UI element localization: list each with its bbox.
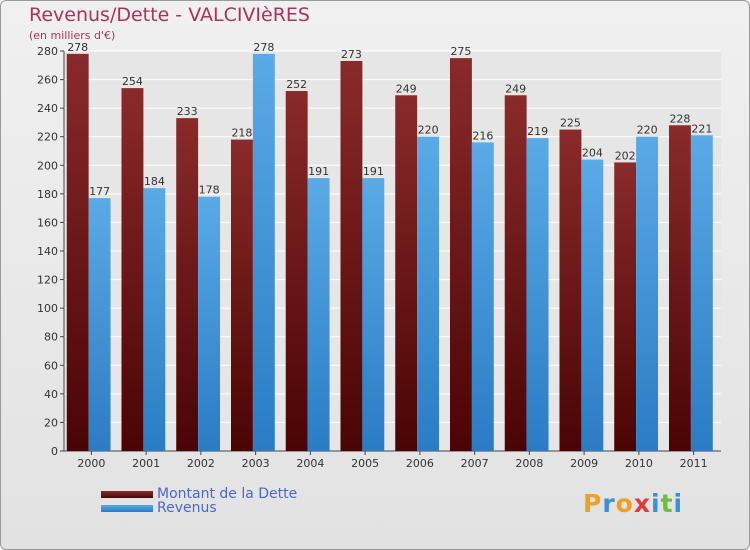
data-label-dette: 254 xyxy=(122,75,143,88)
y-tick-label: 240 xyxy=(37,102,58,115)
data-label-dette: 233 xyxy=(177,105,198,118)
bar-revenus xyxy=(690,135,713,452)
data-label-dette: 249 xyxy=(396,82,417,95)
data-label-dette: 252 xyxy=(286,78,307,91)
bar-dette xyxy=(176,118,199,452)
x-tick-label: 2004 xyxy=(296,457,324,470)
data-label-revenus: 191 xyxy=(363,165,384,178)
logo-letter: i xyxy=(651,489,661,518)
bar-dette xyxy=(230,139,253,452)
data-label-dette: 273 xyxy=(341,48,362,61)
bar-dette xyxy=(285,91,308,451)
data-label-dette: 249 xyxy=(505,82,526,95)
data-label-revenus: 204 xyxy=(582,147,603,160)
y-tick-label: 260 xyxy=(37,74,58,87)
data-label-dette: 218 xyxy=(231,127,252,140)
legend: Montant de la Dette Revenus xyxy=(101,486,298,516)
logo-letter: t xyxy=(660,489,674,518)
bar-revenus xyxy=(198,196,221,451)
data-label-dette: 225 xyxy=(560,117,581,130)
bar-dette xyxy=(614,162,637,451)
y-tick-label: 220 xyxy=(37,131,58,144)
x-tick-label: 2007 xyxy=(461,457,489,470)
x-tick-label: 2005 xyxy=(351,457,379,470)
logo-letter: i xyxy=(673,489,684,518)
bar-dette xyxy=(395,95,418,452)
data-label-revenus: 278 xyxy=(253,41,274,54)
x-tick-label: 2003 xyxy=(242,457,270,470)
bar-dette xyxy=(668,125,691,452)
y-tick-label: 280 xyxy=(37,45,58,58)
data-label-revenus: 220 xyxy=(637,124,658,137)
y-tick-label: 200 xyxy=(37,159,58,172)
y-tick-label: 100 xyxy=(37,302,58,315)
y-tick-label: 60 xyxy=(44,359,58,372)
x-tick-label: 2011 xyxy=(680,457,708,470)
data-label-dette: 228 xyxy=(669,112,690,125)
y-tick-label: 40 xyxy=(44,388,58,401)
x-tick-label: 2006 xyxy=(406,457,434,470)
y-tick-label: 180 xyxy=(37,188,58,201)
data-label-revenus: 220 xyxy=(418,124,439,137)
legend-swatch-revenus xyxy=(101,504,153,512)
data-label-revenus: 216 xyxy=(472,129,493,142)
legend-swatch-dette xyxy=(101,490,153,498)
logo-letter: r xyxy=(602,489,616,518)
x-tick-label: 2002 xyxy=(187,457,215,470)
data-label-dette: 278 xyxy=(67,41,88,54)
y-tick-label: 140 xyxy=(37,245,58,258)
data-label-dette: 202 xyxy=(615,149,636,162)
bar-revenus xyxy=(526,138,549,451)
bar-revenus xyxy=(307,178,330,451)
legend-label-revenus: Revenus xyxy=(157,500,217,516)
data-label-revenus: 177 xyxy=(89,185,110,198)
bar-revenus xyxy=(636,136,659,451)
chart-subtitle: (en milliers d'€) xyxy=(29,29,116,42)
x-tick-label: 2001 xyxy=(132,457,160,470)
legend-label-dette: Montant de la Dette xyxy=(157,486,298,502)
data-label-revenus: 178 xyxy=(199,184,220,197)
proxiti-logo: Proxiti xyxy=(583,489,683,518)
legend-item-revenus: Revenus xyxy=(101,500,297,516)
logo-letter: x xyxy=(633,489,651,518)
bar-revenus xyxy=(88,198,111,451)
x-tick-label: 2000 xyxy=(77,457,105,470)
bar-revenus xyxy=(252,53,275,451)
x-tick-label: 2008 xyxy=(515,457,543,470)
y-tick-label: 80 xyxy=(44,331,58,344)
data-label-revenus: 221 xyxy=(691,122,712,135)
chart-title: Revenus/Dette - VALCIVIèRES xyxy=(29,4,310,26)
logo-letter: o xyxy=(615,489,634,518)
y-tick-label: 160 xyxy=(37,216,58,229)
data-label-revenus: 184 xyxy=(144,175,165,188)
y-tick-label: 20 xyxy=(44,416,58,429)
bar-revenus xyxy=(417,136,440,451)
bar-revenus xyxy=(471,142,494,451)
bar-dette xyxy=(121,88,144,452)
bar-dette xyxy=(559,129,582,452)
bar-revenus xyxy=(362,178,385,451)
bar-revenus xyxy=(581,159,604,452)
y-tick-label: 120 xyxy=(37,274,58,287)
x-tick-label: 2009 xyxy=(570,457,598,470)
bar-dette xyxy=(449,58,472,452)
bar-dette xyxy=(504,95,527,452)
y-tick-label: 0 xyxy=(51,445,58,458)
bar-dette xyxy=(66,53,89,451)
data-label-revenus: 219 xyxy=(527,125,548,138)
data-label-dette: 275 xyxy=(450,45,471,58)
x-tick-label: 2010 xyxy=(625,457,653,470)
data-label-revenus: 191 xyxy=(308,165,329,178)
logo-letter: P xyxy=(583,489,603,518)
legend-item-dette: Montant de la Dette xyxy=(101,486,298,502)
bar-revenus xyxy=(143,188,166,451)
bar-dette xyxy=(340,61,363,451)
